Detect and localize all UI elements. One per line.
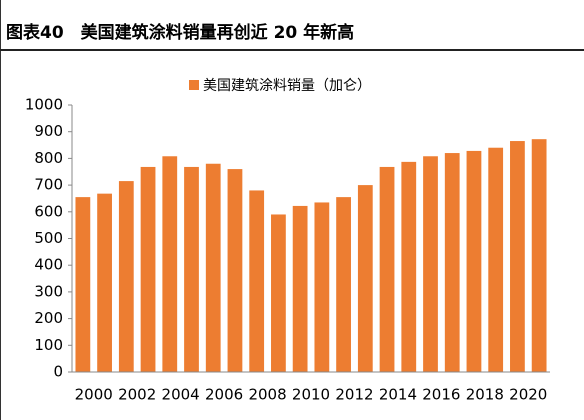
- x-tick-label: 2018: [466, 386, 504, 404]
- y-tick-label: 0: [53, 363, 63, 381]
- x-tick-label: 2012: [335, 386, 373, 404]
- bar: [271, 214, 286, 372]
- legend-swatch: [189, 80, 199, 90]
- y-tick-label: 900: [34, 122, 63, 140]
- bar: [184, 166, 199, 372]
- bar: [118, 181, 134, 372]
- x-tick-label: 2004: [162, 386, 200, 404]
- x-tick-label: 2008: [248, 386, 286, 404]
- bar: [379, 166, 395, 372]
- y-tick-label: 400: [34, 256, 63, 274]
- bar: [292, 205, 308, 372]
- x-tick-label: 2002: [118, 386, 156, 404]
- x-tick-label: 2016: [422, 386, 460, 404]
- x-tick-label: 2014: [379, 386, 417, 404]
- y-tick-label: 1000: [25, 96, 63, 114]
- y-tick-label: 600: [34, 202, 63, 220]
- y-tick-label: 800: [34, 149, 63, 167]
- bar: [227, 169, 243, 372]
- bar: [510, 141, 525, 372]
- bar: [357, 185, 373, 372]
- y-tick-label: 300: [34, 282, 63, 300]
- y-tick-label: 500: [34, 229, 63, 247]
- bar: [162, 156, 178, 372]
- y-tick-label: 200: [34, 309, 63, 327]
- chart-title: 图表40 美国建筑涂料销量再创近 20 年新高: [6, 22, 354, 43]
- x-tick-label: 2000: [75, 386, 113, 404]
- x-tick-label: 2010: [292, 386, 330, 404]
- bar: [97, 193, 112, 372]
- bar: [75, 197, 91, 372]
- bar: [336, 197, 351, 372]
- y-tick-label: 100: [34, 336, 63, 354]
- bar: [314, 202, 330, 372]
- y-tick-label: 700: [34, 176, 63, 194]
- bar: [444, 153, 460, 372]
- x-tick-label: 2006: [205, 386, 243, 404]
- legend-label: 美国建筑涂料销量（加仑）: [203, 78, 371, 94]
- bar: [249, 190, 265, 372]
- x-tick-label: 2020: [509, 386, 547, 404]
- bar: [401, 161, 417, 372]
- bar: [205, 163, 221, 372]
- bar: [140, 166, 156, 372]
- bar: [531, 139, 547, 372]
- bar: [488, 147, 504, 372]
- bar: [423, 156, 438, 372]
- bar: [466, 150, 482, 372]
